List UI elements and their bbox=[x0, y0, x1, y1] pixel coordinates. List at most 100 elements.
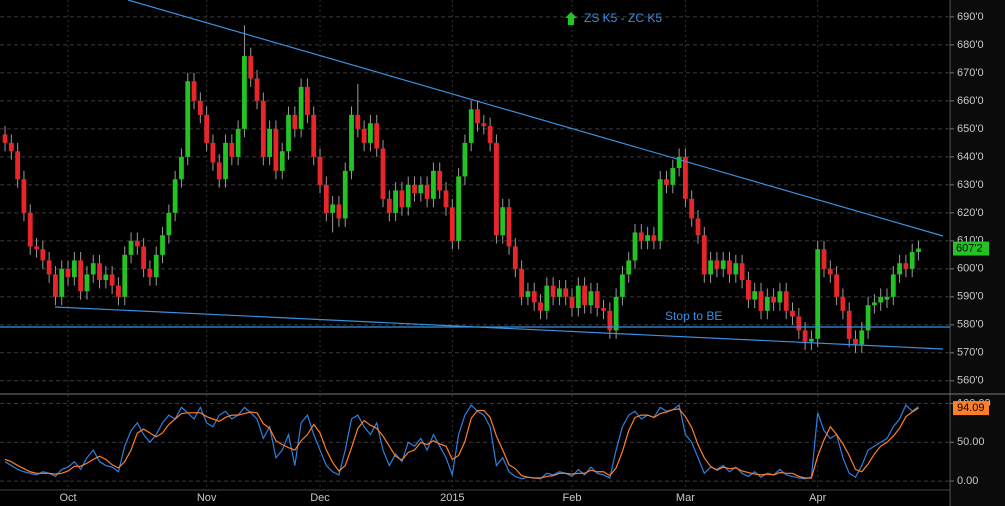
grid bbox=[0, 0, 954, 490]
y-tick-label: 660'0 bbox=[957, 95, 984, 107]
candle-body bbox=[361, 128, 367, 143]
candle-body bbox=[481, 123, 487, 127]
x-tick-label: Feb bbox=[563, 492, 582, 504]
last-value-label: 94.09 bbox=[957, 402, 985, 414]
candle-body bbox=[783, 291, 789, 311]
candle-body bbox=[374, 123, 380, 149]
candle-body bbox=[758, 291, 764, 311]
candle-body bbox=[191, 81, 197, 101]
candle-body bbox=[260, 100, 266, 157]
y-tick-label: 670'0 bbox=[957, 67, 984, 79]
candle-body bbox=[147, 268, 153, 278]
candle-body bbox=[594, 291, 600, 309]
candle-body bbox=[708, 260, 714, 275]
candle-body bbox=[90, 263, 96, 275]
candle-body bbox=[84, 274, 90, 292]
candle-body bbox=[380, 148, 386, 199]
y-tick-label: 590'0 bbox=[957, 291, 984, 303]
candle-body bbox=[916, 248, 921, 253]
candle-body bbox=[122, 254, 128, 297]
candle-body bbox=[273, 128, 279, 171]
candle-body bbox=[223, 142, 228, 180]
candle-body bbox=[468, 109, 474, 143]
candle-body bbox=[890, 274, 896, 297]
candle-body bbox=[790, 310, 795, 317]
candle-body bbox=[248, 56, 254, 79]
candle-body bbox=[626, 260, 632, 275]
candle-body bbox=[846, 310, 852, 339]
candle-body bbox=[764, 296, 770, 311]
labels: 690'0 680'0 670'0 660'0 650'0 640'0 630'0 620'0… bbox=[59, 11, 990, 504]
candle-body bbox=[210, 142, 216, 163]
candle-body bbox=[500, 207, 506, 236]
candle-body bbox=[311, 114, 317, 157]
y-tick-label: 580'0 bbox=[957, 319, 984, 331]
candle-body bbox=[746, 280, 751, 300]
candle-body bbox=[859, 330, 865, 345]
candle-body bbox=[405, 184, 411, 208]
trendline bbox=[127, 0, 944, 237]
candle-body bbox=[683, 156, 688, 199]
candle-body bbox=[651, 235, 657, 241]
candle-body bbox=[569, 296, 575, 309]
candle-body bbox=[267, 128, 273, 157]
candle-body bbox=[141, 246, 147, 269]
candle-body bbox=[815, 249, 821, 339]
candle-body bbox=[424, 184, 430, 199]
y-tick-label: 620'0 bbox=[957, 207, 984, 219]
candle-body bbox=[853, 338, 858, 345]
candle-body bbox=[714, 260, 720, 269]
candle-body bbox=[153, 254, 159, 278]
candle-body bbox=[771, 296, 777, 303]
candle-body bbox=[695, 218, 701, 236]
candle-body bbox=[777, 291, 783, 303]
candle-body bbox=[342, 170, 348, 219]
candle-body bbox=[664, 179, 669, 185]
candle-body bbox=[607, 310, 613, 331]
candle-body bbox=[638, 232, 644, 241]
y-tick-label: 570'0 bbox=[957, 347, 984, 359]
candle-body bbox=[796, 316, 802, 331]
candle-body bbox=[368, 123, 373, 143]
candle-body bbox=[727, 260, 732, 275]
candle-body bbox=[386, 198, 392, 213]
candle-body bbox=[720, 260, 726, 269]
x-tick-label: Apr bbox=[809, 492, 826, 504]
candle-body bbox=[531, 291, 537, 303]
candle-body bbox=[544, 285, 550, 311]
candle-body bbox=[884, 296, 890, 300]
candle-body bbox=[550, 285, 556, 297]
candle-body bbox=[179, 156, 184, 180]
annotation: Stop to BE bbox=[665, 309, 722, 323]
candle-body bbox=[443, 190, 449, 208]
candle-body bbox=[575, 285, 581, 309]
candle-body bbox=[134, 240, 140, 247]
candle-body bbox=[399, 190, 405, 208]
candle-body bbox=[519, 268, 525, 297]
candle-body bbox=[21, 179, 27, 213]
candle-body bbox=[437, 170, 443, 191]
candle-body bbox=[872, 302, 877, 306]
candle-body bbox=[216, 162, 222, 180]
last-value-box bbox=[953, 401, 989, 416]
candle-body bbox=[449, 207, 455, 241]
trendline bbox=[54, 306, 944, 350]
x-tick-label: 2015 bbox=[440, 492, 464, 504]
candle-body bbox=[229, 142, 235, 157]
candle-body bbox=[166, 212, 172, 236]
candle-body bbox=[840, 296, 846, 311]
candle-body bbox=[349, 114, 354, 171]
y-tick-label: 0.00 bbox=[957, 475, 978, 487]
candle-body bbox=[412, 184, 417, 194]
y-tick-label: 50.00 bbox=[957, 436, 985, 448]
chart-title: ZS K5 - ZC K5 bbox=[584, 11, 662, 25]
candle-body bbox=[292, 114, 298, 129]
y-tick-label: 600'0 bbox=[957, 263, 984, 275]
candle-body bbox=[330, 204, 336, 213]
candle-body bbox=[431, 170, 436, 199]
candle-body bbox=[670, 168, 676, 185]
candle-body bbox=[601, 308, 606, 311]
candle-body bbox=[235, 128, 241, 157]
candle-body bbox=[821, 249, 827, 269]
